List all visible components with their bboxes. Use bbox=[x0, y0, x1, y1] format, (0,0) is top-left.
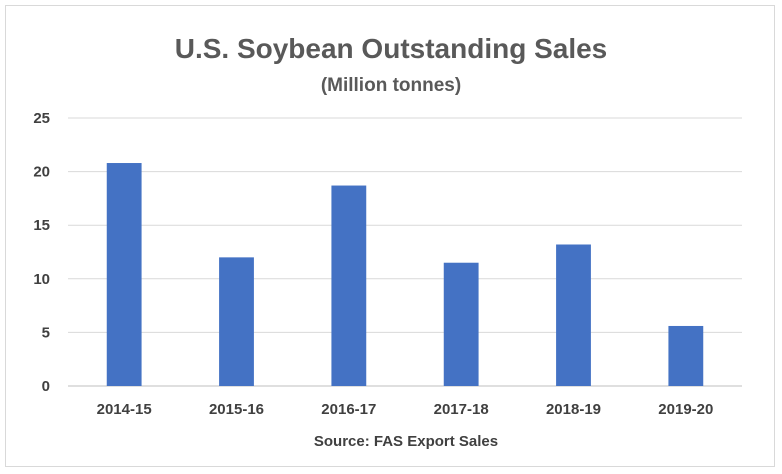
bars bbox=[106, 163, 704, 386]
x-axis-label: Source: FAS Export Sales bbox=[314, 433, 498, 450]
y-tick-label: 5 bbox=[42, 324, 50, 341]
y-tick-label: 0 bbox=[42, 378, 50, 395]
x-tick-label: 2014-15 bbox=[97, 401, 152, 418]
bar-2015-16 bbox=[219, 257, 254, 386]
x-tick-label: 2018-19 bbox=[546, 401, 601, 418]
y-tick-label: 25 bbox=[33, 110, 50, 127]
bar-2019-20 bbox=[668, 325, 704, 386]
chart-title: U.S. Soybean Outstanding Sales bbox=[175, 33, 608, 64]
y-tick-label: 10 bbox=[33, 271, 50, 288]
y-axis-ticks: 0 5 10 15 20 25 bbox=[33, 110, 50, 395]
bar-2018-19 bbox=[556, 244, 591, 386]
x-axis-ticks: 2014-15 2015-16 2016-17 2017-18 2018-19 2019-… bbox=[97, 401, 714, 418]
y-tick-label: 20 bbox=[33, 164, 50, 181]
y-tick-label: 15 bbox=[33, 217, 50, 234]
x-tick-label: 2017-18 bbox=[434, 401, 489, 418]
x-tick-label: 2019-20 bbox=[658, 401, 713, 418]
x-tick-label: 2016-17 bbox=[321, 401, 376, 418]
gridlines bbox=[68, 117, 742, 387]
bar-2016-17 bbox=[331, 185, 367, 386]
bar-2014-15 bbox=[106, 163, 142, 386]
x-tick-label: 2015-16 bbox=[209, 401, 264, 418]
bar-2017-18 bbox=[443, 262, 479, 386]
chart-subtitle: (Million tonnes) bbox=[321, 75, 461, 96]
